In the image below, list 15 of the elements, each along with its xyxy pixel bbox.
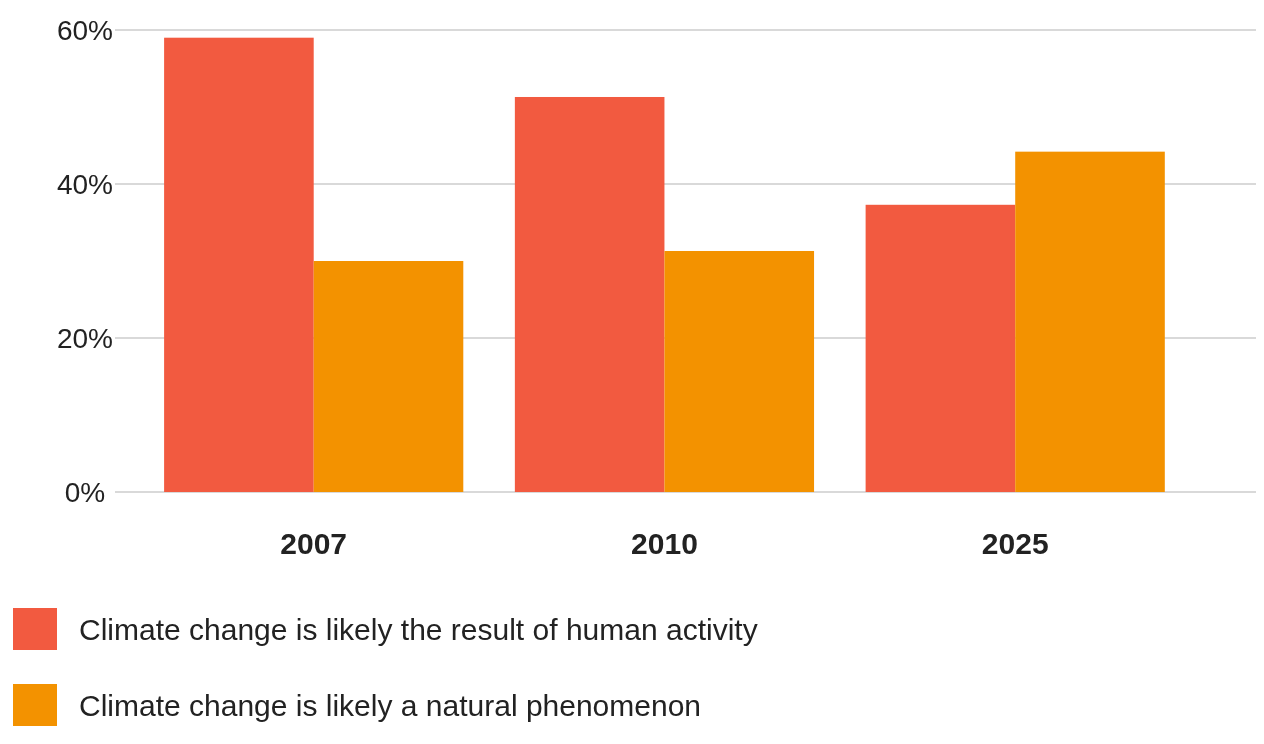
bar <box>865 204 1016 492</box>
y-tick-label: 20% <box>56 322 114 354</box>
x-tick-label: 2025 <box>981 527 1049 560</box>
bar <box>664 250 815 492</box>
x-tick-label: 2007 <box>280 527 348 560</box>
bar <box>514 96 665 492</box>
bar <box>164 37 314 492</box>
y-tick-label: 0% <box>64 476 106 508</box>
y-tick-label: 60% <box>56 14 114 46</box>
legend-label: Climate change is likely a natural phenomenon <box>79 688 702 722</box>
legend-label: Climate change is likely the result of human activity <box>79 612 758 646</box>
y-tick-label: 40% <box>56 168 114 200</box>
x-tick-label: 2010 <box>631 527 698 560</box>
bar <box>1015 151 1165 492</box>
bar <box>313 261 464 492</box>
